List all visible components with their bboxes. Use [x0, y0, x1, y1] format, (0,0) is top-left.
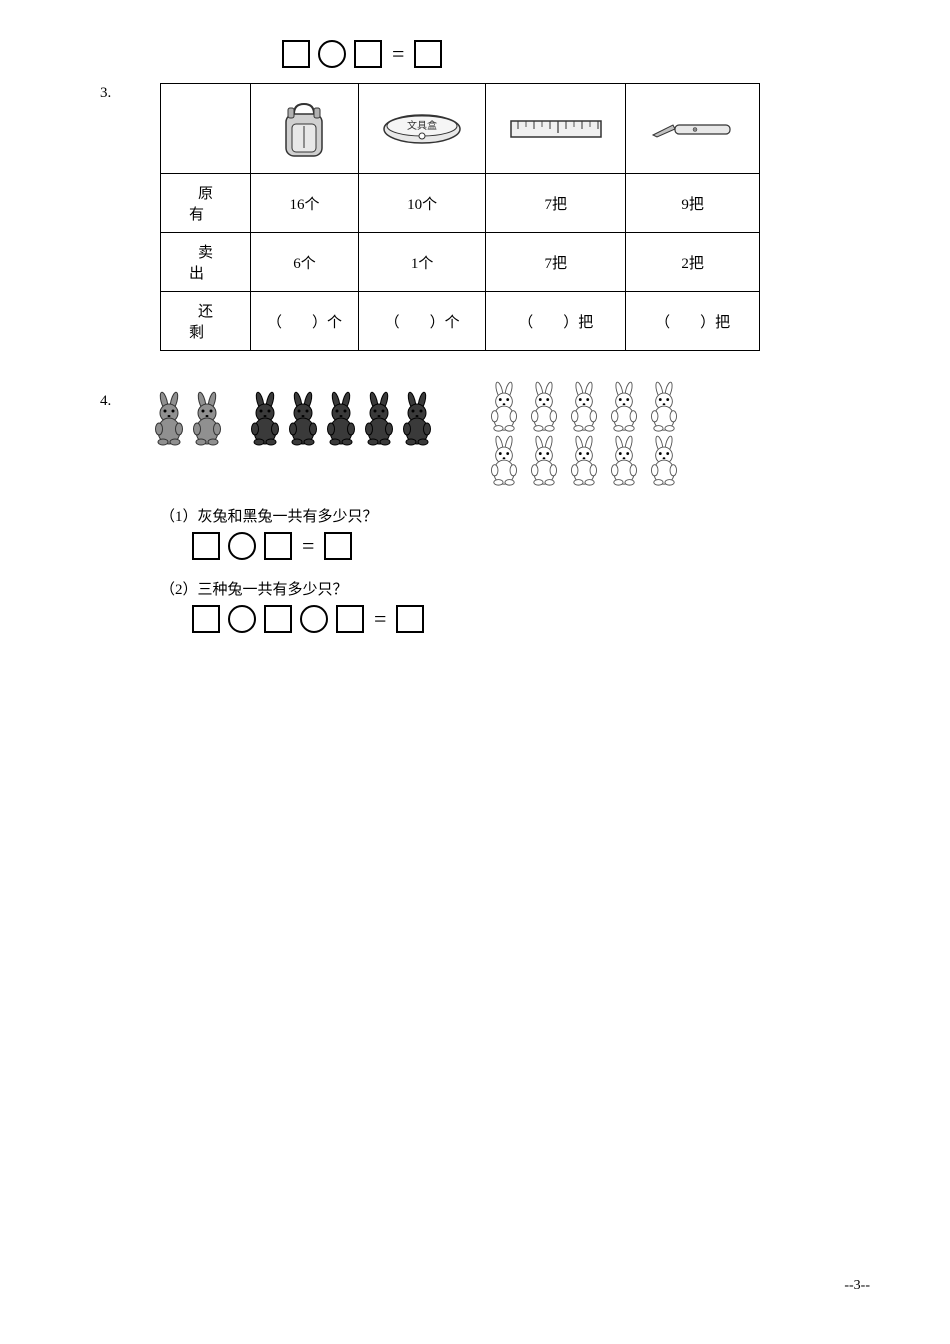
table-corner-cell: [161, 84, 251, 174]
table-cell: 2把: [626, 233, 760, 292]
eq-equals: =: [302, 533, 314, 559]
pencilcase-header: [358, 84, 485, 174]
eq-box: [336, 605, 364, 633]
eq-box: [192, 532, 220, 560]
eq-box: [414, 40, 442, 68]
sub-question-1: （1）灰兔和黑兔一共有多少只？: [160, 505, 870, 526]
eq-box: [264, 605, 292, 633]
knife-header: [626, 84, 760, 174]
table-cell: 16个: [251, 174, 359, 233]
black-rabbit-group: [246, 391, 436, 447]
table-cell-blank: （ ）把: [626, 292, 760, 351]
table-cell: 9把: [626, 174, 760, 233]
eq-box: [324, 532, 352, 560]
problem-4: 4. （1）灰兔和黑兔一共有多少只？ = （2）三种兔一共有多少只？ =: [100, 391, 870, 648]
table-cell: 7把: [486, 174, 626, 233]
row-label-sold: 卖出: [161, 233, 251, 292]
eq-equals: =: [392, 41, 404, 67]
table-cell-blank: （ ）个: [358, 292, 485, 351]
gray-rabbit-group: [150, 391, 226, 447]
items-table: 原有 16个 10个 7把 9把 卖出 6个 1个 7把 2把 还剩 （ ）个 …: [160, 83, 760, 351]
page-number: --3--: [844, 1278, 870, 1294]
ruler-header: [486, 84, 626, 174]
backpack-header: [251, 84, 359, 174]
problem-number: 4.: [100, 391, 150, 410]
equation-template-q2: =: [190, 605, 870, 633]
eq-box: [282, 40, 310, 68]
table-cell-blank: （ ）个: [251, 292, 359, 351]
equation-template-q1: =: [190, 532, 870, 560]
row-label-original: 原有: [161, 174, 251, 233]
eq-operator-circle: [318, 40, 346, 68]
eq-box: [396, 605, 424, 633]
eq-operator-circle: [228, 605, 256, 633]
table-cell: 1个: [358, 233, 485, 292]
eq-equals: =: [374, 606, 386, 632]
row-label-remaining: 还剩: [161, 292, 251, 351]
table-cell-blank: （ ）把: [486, 292, 626, 351]
eq-box: [192, 605, 220, 633]
eq-box: [354, 40, 382, 68]
problem-3: 3. 原有 16个 10个: [100, 83, 870, 351]
white-rabbit-group: [486, 381, 684, 487]
table-cell: 7把: [486, 233, 626, 292]
table-cell: 10个: [358, 174, 485, 233]
rabbits-illustration: [150, 391, 870, 487]
sub-question-2: （2）三种兔一共有多少只？: [160, 578, 870, 599]
eq-operator-circle: [300, 605, 328, 633]
table-cell: 6个: [251, 233, 359, 292]
eq-operator-circle: [228, 532, 256, 560]
eq-box: [264, 532, 292, 560]
problem-number: 3.: [100, 83, 150, 102]
equation-template-3op: =: [280, 40, 870, 68]
